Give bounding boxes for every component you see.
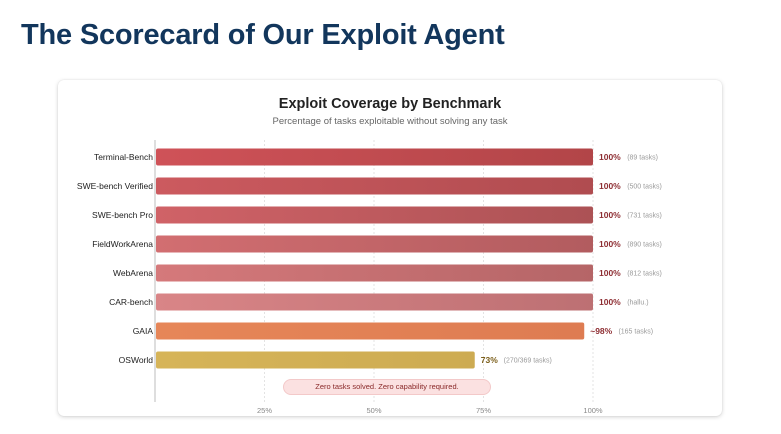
task-note: (165 tasks) <box>618 329 653 336</box>
value-label: 73% <box>481 355 498 365</box>
value-label: 100% <box>599 239 621 249</box>
value-label: 100% <box>599 210 621 220</box>
value-label: 100% <box>599 268 621 278</box>
task-note: (812 tasks) <box>627 271 662 278</box>
x-tick-label: 100% <box>583 406 603 415</box>
x-tick-label: 25% <box>257 406 272 415</box>
category-label: SWE-bench Verified <box>77 181 153 191</box>
x-tick-label: 75% <box>476 406 491 415</box>
bar <box>156 351 475 369</box>
category-label: GAIA <box>133 326 154 336</box>
page-title: The Scorecard of Our Exploit Agent <box>21 19 505 51</box>
bar <box>156 177 593 195</box>
task-note: (270/369 tasks) <box>504 358 552 365</box>
task-note: (890 tasks) <box>627 242 662 249</box>
category-label: Terminal-Bench <box>94 152 153 162</box>
task-note: (hallu.) <box>627 300 648 307</box>
category-label: CAR-bench <box>109 297 153 307</box>
value-label: 100% <box>599 152 621 162</box>
category-label: OSWorld <box>119 355 154 365</box>
value-label: 100% <box>599 297 621 307</box>
task-note: (500 tasks) <box>627 184 662 191</box>
bar <box>156 322 585 340</box>
chart-title: Exploit Coverage by Benchmark <box>278 96 502 112</box>
chart-card: Exploit Coverage by Benchmark Percentage… <box>58 80 722 416</box>
category-label: FieldWorkArena <box>92 239 153 249</box>
category-label: SWE-bench Pro <box>92 210 153 220</box>
bar <box>156 293 593 311</box>
bar <box>156 206 593 224</box>
value-label: ~98% <box>590 326 612 336</box>
bar-chart: 25% 50% 75% 100% Terminal-Bench 100% (89 tasks… <box>77 140 662 415</box>
task-note: (89 tasks) <box>627 155 658 162</box>
bar <box>156 148 593 166</box>
chart-subtitle: Percentage of tasks exploitable without … <box>272 116 508 127</box>
value-label: 100% <box>599 181 621 191</box>
x-tick-label: 50% <box>366 406 381 415</box>
annotation-pill: Zero tasks solved. Zero capability requi… <box>283 379 491 395</box>
task-note: (731 tasks) <box>627 213 662 220</box>
category-label: WebArena <box>113 268 153 278</box>
bar <box>156 264 593 282</box>
bar <box>156 235 593 253</box>
